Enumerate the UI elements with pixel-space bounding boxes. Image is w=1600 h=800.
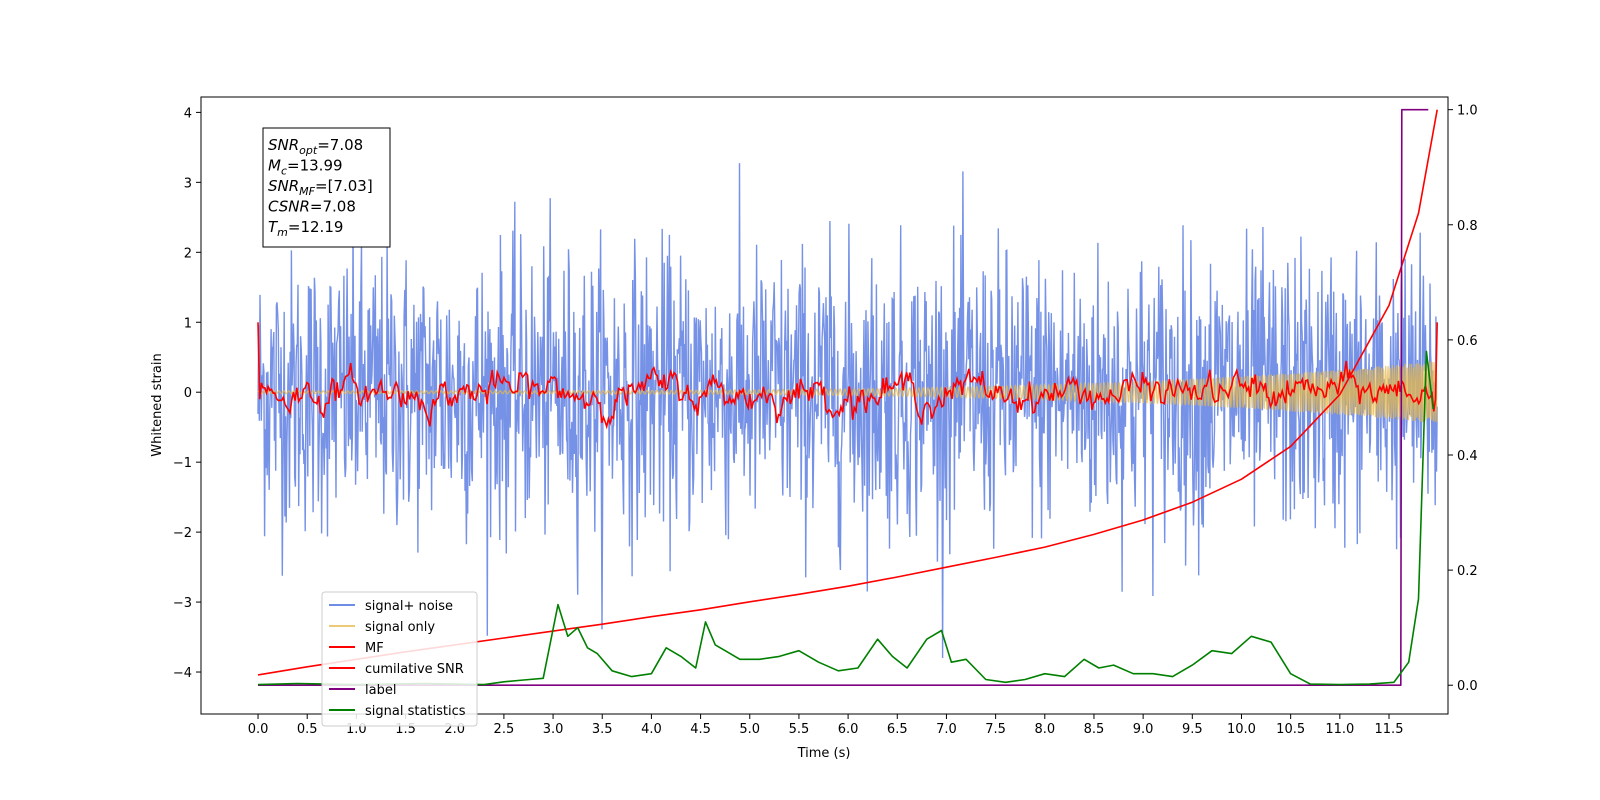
x-tick-label: 8.0	[1034, 722, 1055, 737]
y-left-tick-label: 2	[184, 246, 192, 261]
x-tick-label: 3.5	[592, 722, 613, 737]
y-right-tick-label: 1.0	[1457, 104, 1478, 119]
y-left-tick-label: −3	[173, 596, 192, 611]
x-tick-label: 9.5	[1182, 722, 1203, 737]
legend-label: cumilative SNR	[365, 662, 464, 677]
x-tick-label: 3.0	[543, 722, 564, 737]
y-left-tick-label: 0	[184, 386, 192, 401]
series-signal-statistics	[257, 350, 1434, 686]
info-line-mc: Mc=13.99	[268, 157, 343, 178]
x-tick-label: 10.5	[1276, 722, 1305, 737]
info-line-tm: Tm=12.19	[268, 218, 343, 239]
y-right-tick-label: 0.8	[1457, 219, 1478, 234]
x-tick-label: 4.0	[641, 722, 662, 737]
x-tick-label: 0.0	[248, 722, 269, 737]
legend-item-cumilative-snr: cumilative SNR	[329, 662, 464, 677]
y-right-tick-label: 0.0	[1457, 679, 1478, 694]
info-box-frame	[262, 127, 391, 248]
x-tick-label: 6.0	[838, 722, 859, 737]
legend-label: MF	[365, 641, 384, 656]
legend-label: signal only	[365, 620, 435, 635]
x-tick-label: 2.5	[494, 722, 515, 737]
info-line-snrmf: SNRMF=[7.03]	[268, 177, 373, 198]
x-tick-label: 11.0	[1325, 722, 1354, 737]
y-left-tick-label: 3	[184, 176, 192, 191]
x-tick-label: 5.0	[739, 722, 760, 737]
x-tick-label: 7.0	[936, 722, 957, 737]
x-tick-label: 5.5	[789, 722, 810, 737]
x-tick-label: 4.5	[690, 722, 711, 737]
legend: signal+ noise signal only MF cumilative SNR…	[321, 591, 478, 727]
x-axis-label: Time (s)	[797, 746, 851, 761]
x-tick-label: 9.0	[1133, 722, 1154, 737]
legend-label: signal statistics	[365, 704, 466, 719]
x-tick-label: 8.5	[1084, 722, 1105, 737]
y-left-tick-label: 1	[184, 316, 192, 331]
legend-frame	[321, 591, 478, 727]
y-right-tick-label: 0.2	[1457, 564, 1478, 579]
x-tick-label: 0.5	[297, 722, 318, 737]
y-left-tick-label: 4	[184, 106, 192, 121]
series-label	[258, 108, 1429, 686]
y-right-tick-label: 0.4	[1457, 449, 1478, 464]
info-box: SNRopt=7.08Mc=13.99SNRMF=[7.03]CSNR=7.08…	[262, 127, 391, 248]
x-tick-label: 7.5	[985, 722, 1006, 737]
x-tick-label: 6.5	[887, 722, 908, 737]
info-line-snropt: SNRopt=7.08	[268, 136, 363, 157]
plot-frame	[200, 96, 1449, 715]
legend-item-label: label	[329, 683, 396, 698]
legend-item-signal-noise: signal+ noise	[329, 599, 453, 614]
info-line-csnr: CSNR=7.08	[268, 198, 356, 216]
y-left-tick-label: −4	[173, 666, 192, 681]
x-tick-label: 11.5	[1375, 722, 1404, 737]
legend-item-mf: MF	[329, 641, 384, 656]
legend-label: signal+ noise	[365, 599, 453, 614]
legend-label: label	[365, 683, 396, 698]
y-left-tick-label: −1	[173, 456, 192, 471]
x-tick-label: 10.0	[1227, 722, 1256, 737]
series-mf	[257, 322, 1438, 430]
legend-item-signal-statistics: signal statistics	[329, 704, 466, 719]
legend-item-signal-only: signal only	[329, 620, 435, 635]
y-left-tick-label: −2	[173, 526, 192, 541]
y-axis-label: Whitened strain	[150, 353, 165, 456]
y-right-tick-label: 0.6	[1457, 334, 1478, 349]
